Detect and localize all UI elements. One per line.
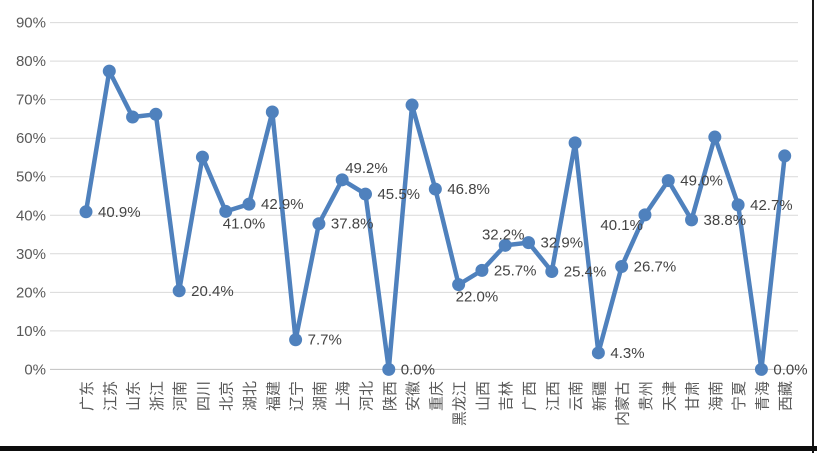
data-point-marker: [126, 110, 140, 124]
x-axis-category-label: 云南: [568, 381, 585, 411]
data-point-label: 40.1%: [600, 217, 643, 234]
y-axis-tick-label: 90%: [16, 15, 46, 32]
data-point-marker: [172, 284, 186, 298]
x-axis-category-label: 河南: [172, 381, 189, 411]
y-axis-tick-label: 60%: [16, 130, 46, 147]
data-point-label: 42.7%: [750, 197, 793, 214]
frame-right-border: [812, 0, 814, 453]
x-axis-category-label: 河北: [358, 381, 375, 411]
x-axis-category-label: 天津: [661, 381, 678, 411]
data-point-marker: [242, 197, 256, 211]
data-point-label: 49.0%: [680, 173, 723, 190]
x-axis-category-label: 陕西: [382, 381, 399, 411]
data-point-marker: [358, 187, 372, 201]
data-point-label: 45.5%: [377, 186, 420, 203]
x-axis-category-label: 江苏: [102, 381, 119, 411]
x-axis-category-label: 广东: [79, 381, 96, 411]
data-point-label: 22.0%: [456, 289, 499, 306]
data-point-label: 40.9%: [98, 204, 141, 221]
data-point-label: 49.2%: [345, 160, 388, 177]
data-point-marker: [79, 205, 93, 219]
data-point-marker: [289, 333, 303, 347]
data-point-label: 32.2%: [482, 226, 525, 243]
data-point-label: 46.8%: [447, 181, 490, 198]
data-point-marker: [638, 208, 652, 222]
data-point-label: 41.0%: [223, 215, 266, 232]
data-point-label: 37.8%: [331, 216, 374, 233]
x-axis-category-label: 宁夏: [731, 381, 748, 411]
x-axis-category-label: 新疆: [591, 381, 608, 411]
data-point-marker: [312, 217, 326, 231]
data-point-label: 25.4%: [564, 264, 607, 281]
data-point-marker: [405, 98, 419, 112]
y-axis-tick-label: 20%: [16, 284, 46, 301]
data-point-marker: [568, 136, 582, 150]
x-axis-category-label: 贵州: [638, 381, 655, 411]
data-point-label: 42.9%: [261, 196, 304, 213]
data-point-marker: [149, 107, 163, 121]
data-point-marker: [475, 263, 489, 277]
data-point-label: 4.3%: [610, 345, 644, 362]
data-point-marker: [778, 149, 792, 163]
x-axis-category-label: 上海: [335, 381, 352, 411]
data-point-label: 20.4%: [191, 283, 234, 300]
x-axis-category-label: 山西: [475, 381, 492, 411]
data-point-marker: [545, 265, 559, 279]
data-point-label: 38.8%: [704, 212, 747, 229]
y-axis-tick-label: 50%: [16, 169, 46, 186]
data-point-label: 7.7%: [308, 332, 342, 349]
x-axis-category-label: 青海: [754, 381, 771, 411]
y-axis-tick-label: 40%: [16, 207, 46, 224]
y-axis-tick-label: 10%: [16, 323, 46, 340]
data-point-marker: [428, 182, 442, 196]
series-line: [83, 68, 787, 372]
y-axis-tick-label: 0%: [24, 361, 46, 378]
data-point-label: 0.0%: [773, 361, 807, 378]
data-point-marker: [591, 346, 605, 360]
data-point-marker: [219, 204, 233, 218]
x-axis-category-label: 北京: [219, 381, 236, 411]
x-axis-category-label: 福建: [265, 381, 282, 411]
data-point-marker: [708, 130, 722, 144]
data-point-label: 26.7%: [634, 259, 677, 276]
x-axis-category-label: 湖南: [312, 381, 329, 411]
x-axis-category-label: 西藏: [778, 381, 795, 411]
y-axis-tick-label: 70%: [16, 92, 46, 109]
data-point-label: 25.7%: [494, 262, 537, 279]
data-point-marker: [731, 198, 745, 212]
data-point-label: 32.9%: [541, 235, 584, 252]
x-axis-category-label: 海南: [708, 381, 725, 411]
x-axis-category-label: 浙江: [149, 381, 166, 411]
y-axis-tick-label: 30%: [16, 246, 46, 263]
data-point-label: 0.0%: [401, 361, 435, 378]
data-point-marker: [522, 236, 536, 250]
data-point-marker: [452, 278, 466, 292]
data-point-marker: [335, 173, 349, 187]
data-point-marker: [265, 105, 279, 119]
data-point-marker: [685, 213, 699, 227]
data-point-marker: [661, 174, 675, 188]
y-axis-tick-label: 80%: [16, 53, 46, 70]
x-axis-category-label: 辽宁: [289, 381, 306, 411]
x-axis-category-label: 江西: [545, 381, 562, 411]
x-axis-category-label: 黑龙江: [452, 381, 469, 426]
x-axis-category-label: 广西: [522, 381, 539, 411]
x-axis-category-label: 甘肃: [685, 381, 702, 411]
x-axis-category-label: 山东: [126, 381, 143, 411]
x-axis-category-label: 吉林: [498, 381, 515, 411]
data-point-marker: [498, 238, 512, 252]
frame-bottom-border: [0, 446, 817, 451]
x-axis-category-label: 安徽: [405, 381, 422, 411]
data-point-marker: [382, 362, 396, 376]
data-point-marker: [615, 260, 629, 274]
x-axis-category-label: 内蒙古: [615, 381, 632, 426]
data-point-marker: [754, 362, 768, 376]
x-axis-category-label: 四川: [195, 381, 212, 411]
data-point-marker: [195, 150, 209, 164]
x-axis-category-label: 湖北: [242, 381, 259, 411]
x-axis-category-label: 重庆: [428, 381, 445, 411]
data-point-marker: [102, 64, 116, 78]
